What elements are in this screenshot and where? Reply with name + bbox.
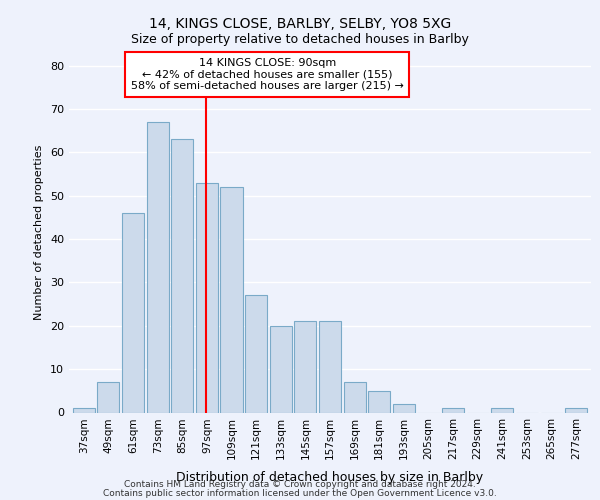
- Bar: [344, 382, 366, 412]
- Bar: [294, 322, 316, 412]
- X-axis label: Distribution of detached houses by size in Barlby: Distribution of detached houses by size …: [176, 470, 484, 484]
- Bar: [565, 408, 587, 412]
- Text: Size of property relative to detached houses in Barlby: Size of property relative to detached ho…: [131, 32, 469, 46]
- Bar: [269, 326, 292, 412]
- Bar: [97, 382, 119, 412]
- Bar: [220, 187, 242, 412]
- Bar: [368, 391, 391, 412]
- Bar: [491, 408, 514, 412]
- Text: Contains HM Land Registry data © Crown copyright and database right 2024.: Contains HM Land Registry data © Crown c…: [124, 480, 476, 489]
- Bar: [73, 408, 95, 412]
- Text: 14, KINGS CLOSE, BARLBY, SELBY, YO8 5XG: 14, KINGS CLOSE, BARLBY, SELBY, YO8 5XG: [149, 18, 451, 32]
- Y-axis label: Number of detached properties: Number of detached properties: [34, 145, 44, 320]
- Text: Contains public sector information licensed under the Open Government Licence v3: Contains public sector information licen…: [103, 489, 497, 498]
- Bar: [146, 122, 169, 412]
- Bar: [245, 296, 267, 412]
- Bar: [122, 213, 144, 412]
- Bar: [196, 182, 218, 412]
- Bar: [442, 408, 464, 412]
- Bar: [393, 404, 415, 412]
- Text: 14 KINGS CLOSE: 90sqm
← 42% of detached houses are smaller (155)
58% of semi-det: 14 KINGS CLOSE: 90sqm ← 42% of detached …: [131, 58, 404, 91]
- Bar: [171, 139, 193, 412]
- Bar: [319, 322, 341, 412]
